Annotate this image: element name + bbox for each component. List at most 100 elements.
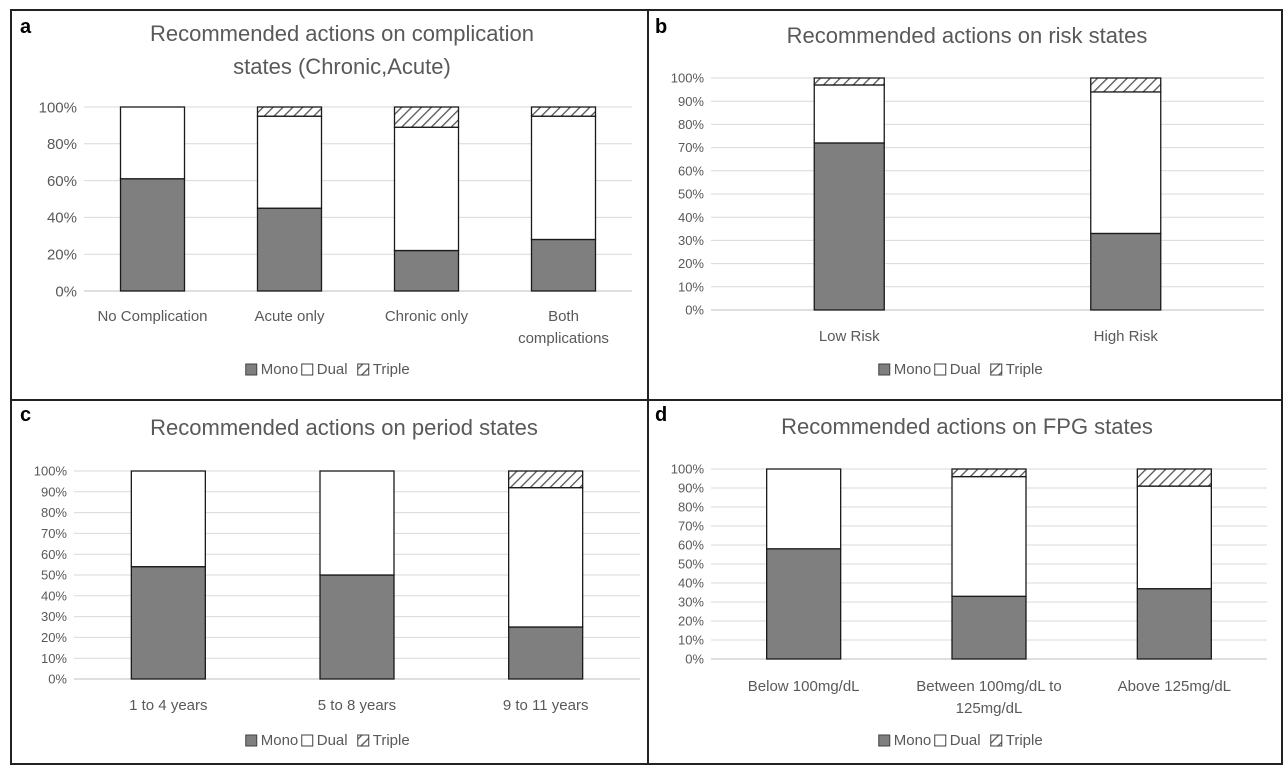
panel-divider-vertical [647,9,649,765]
legend-label-mono: Mono [261,732,299,749]
y-tick-label: 70% [678,519,704,534]
y-tick-label: 20% [678,614,704,629]
chart-title: Recommended actions on complication [150,21,534,46]
y-tick-label: 40% [678,576,704,591]
y-tick-label: 80% [678,500,704,515]
bar-segment-dual [530,115,597,241]
x-tick-label: Chronic only [385,308,469,325]
chart-title: Recommended actions on period states [150,415,538,440]
x-tick-label: High Risk [1094,328,1159,345]
bar-segment-dual [1090,91,1162,235]
legend-label-mono: Mono [894,732,932,749]
legend-swatch-triple [990,363,1003,376]
legend-swatch-triple [990,734,1003,747]
y-tick-label: 20% [678,256,704,271]
legend-label-mono: Mono [261,361,299,378]
bar-segment-mono [256,207,323,292]
y-tick-label: 60% [47,173,77,190]
y-tick-label: 10% [678,279,704,294]
bar-segment-mono [1090,232,1162,311]
y-tick-label: 30% [678,233,704,248]
legend-label-triple: Triple [1006,732,1043,749]
bar-segment-mono [130,566,206,680]
bar-segment-mono [119,178,186,292]
legend-swatch-mono [245,363,258,376]
bar-segment-mono [530,238,597,292]
legend-label-dual: Dual [950,361,981,378]
legend-swatch-triple [357,734,370,747]
bar-segment-mono [813,142,885,311]
bar-segment-mono [1136,588,1212,660]
y-tick-label: 50% [678,557,704,572]
y-tick-label: 30% [41,609,67,624]
y-tick-label: 90% [41,484,67,499]
panel-label: b [655,16,667,38]
bar-segment-triple [1090,77,1162,93]
legend-swatch-dual [934,363,947,376]
legend-label-triple: Triple [373,732,410,749]
bar-segment-mono [508,626,584,680]
y-tick-label: 70% [678,140,704,155]
y-tick-label: 20% [41,630,67,645]
x-tick-label: 5 to 8 years [318,697,396,714]
y-tick-label: 30% [678,595,704,610]
legend-label-triple: Triple [373,361,410,378]
legend-swatch-dual [301,363,314,376]
bar-segment-triple [508,470,584,489]
x-tick-label: 1 to 4 years [129,697,207,714]
bar-segment-dual [130,470,206,568]
legend-label-mono: Mono [894,361,932,378]
y-tick-label: 0% [685,303,704,318]
bar-segment-mono [951,595,1027,660]
y-tick-label: 50% [678,187,704,202]
bar-segment-dual [1136,485,1212,590]
bar-segment-triple [1136,468,1212,487]
legend-swatch-triple [357,363,370,376]
bar-segment-triple [951,468,1027,478]
y-tick-label: 100% [39,99,77,116]
bar-segment-dual [766,468,842,550]
panel-label: d [655,404,667,426]
y-tick-label: 40% [678,210,704,225]
y-tick-label: 0% [55,283,77,300]
legend-label-triple: Triple [1006,361,1043,378]
y-tick-label: 100% [34,464,68,479]
legend-label-dual: Dual [950,732,981,749]
panel-divider-horizontal [10,399,1283,401]
y-tick-label: 0% [48,672,67,687]
bar-segment-triple [393,106,460,128]
y-tick-label: 10% [41,651,67,666]
panel-b-chart: b Recommended actions on risk states 0% 10%… [655,16,1264,378]
y-tick-label: 80% [41,505,67,520]
legend-label-dual: Dual [317,732,348,749]
bar-segment-dual [256,115,323,209]
legend-swatch-mono [245,734,258,747]
y-tick-label: 60% [678,538,704,553]
bar-segment-triple [813,77,885,86]
x-tick-label: No Complication [97,308,207,325]
x-tick-label: Both [548,308,579,325]
x-tick-label: complications [518,330,609,347]
y-tick-label: 90% [678,481,704,496]
y-tick-label: 40% [41,588,67,603]
panel-c-chart: c Recommended actions on period states 0% 1… [20,404,640,749]
panel-label: c [20,404,31,426]
y-tick-label: 50% [41,568,67,583]
y-tick-label: 0% [685,652,704,667]
bar-segment-dual [119,106,186,180]
legend-label-dual: Dual [317,361,348,378]
bar-segment-dual [813,84,885,144]
y-tick-label: 20% [47,246,77,263]
bar-segment-triple [256,106,323,117]
legend-swatch-mono [878,363,891,376]
x-tick-label: 9 to 11 years [503,697,589,714]
bar-segment-mono [393,249,460,292]
chart-title: Recommended actions on FPG states [781,414,1153,439]
y-tick-label: 60% [678,163,704,178]
chart-title: states (Chronic,Acute) [233,54,451,79]
bar-segment-dual [319,470,395,576]
panel-d-chart: d Recommended actions on FPG states 0% 10% 2… [655,404,1267,749]
bar-segment-mono [766,548,842,660]
x-tick-label: Below 100mg/dL [748,678,860,695]
